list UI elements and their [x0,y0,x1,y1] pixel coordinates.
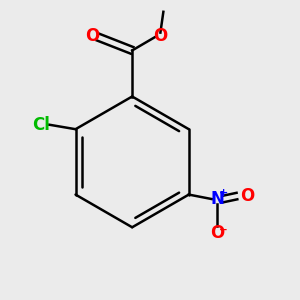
Text: N: N [210,190,224,208]
Text: O: O [153,27,167,45]
Text: ⁻: ⁻ [219,224,228,242]
Text: O: O [240,187,254,205]
Text: O: O [85,27,100,45]
Text: O: O [210,224,224,242]
Text: Cl: Cl [32,116,50,134]
Text: +: + [219,188,228,197]
